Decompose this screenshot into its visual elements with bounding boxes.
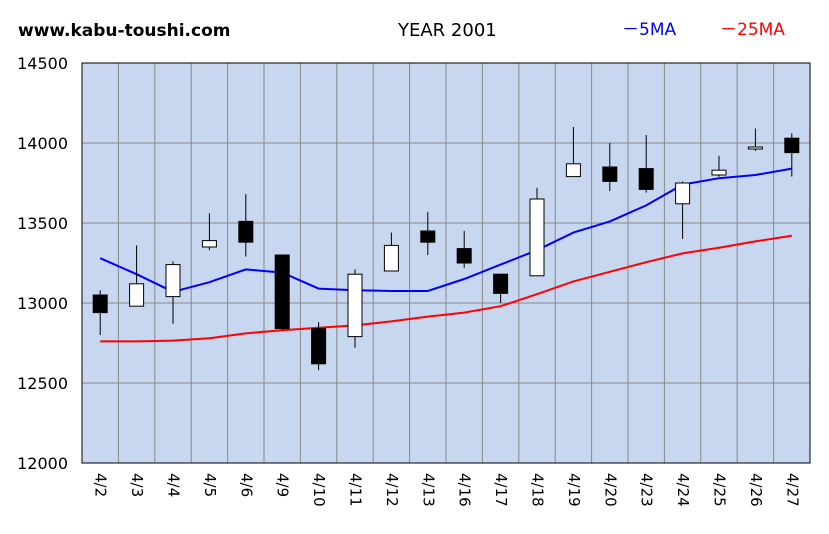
candle: [92, 290, 108, 335]
legend-25ma: －25MA: [720, 20, 785, 40]
candle-body-up: [201, 240, 217, 248]
candle-body-up: [529, 198, 545, 277]
x-tick-label: 4/18: [529, 473, 547, 507]
candle-body-down: [638, 168, 654, 190]
y-tick-label: 12500: [17, 374, 68, 393]
candle-body-up: [565, 163, 581, 178]
x-tick-label: 4/24: [674, 473, 692, 507]
candle-body-down: [420, 230, 436, 243]
x-tick-label: 4/23: [638, 473, 656, 507]
candle: [711, 155, 727, 177]
candle-body-down: [493, 273, 509, 294]
y-tick-label: 13500: [17, 214, 68, 233]
candle-body-down: [602, 166, 618, 182]
candle-body-up: [675, 182, 691, 205]
site-name: www.kabu-toushi.com: [18, 21, 230, 41]
x-tick-label: 4/3: [128, 473, 146, 497]
x-tick-label: 4/4: [165, 473, 183, 497]
candle-body-up: [711, 169, 727, 176]
ma-line-25ma: [100, 234, 792, 343]
candle: [638, 135, 654, 193]
candle: [129, 245, 145, 307]
candle-body-up: [383, 244, 399, 272]
candle: [274, 254, 290, 331]
candle-body-up: [747, 146, 763, 150]
candle: [165, 261, 181, 324]
candle: [747, 128, 763, 151]
x-tick-label: 4/12: [383, 473, 401, 507]
x-tick-label: 4/19: [565, 473, 583, 507]
x-tick-label: 4/9: [274, 473, 292, 497]
candle-body-up: [165, 264, 181, 298]
candle: [784, 133, 800, 177]
x-tick-label: 4/20: [601, 473, 619, 507]
candle: [201, 213, 217, 251]
x-tick-label: 4/26: [747, 473, 765, 507]
y-tick-label: 12000: [17, 454, 68, 473]
x-tick-label: 4/6: [237, 473, 255, 497]
chart-title: YEAR 2001: [397, 20, 497, 41]
grid-lines: [82, 63, 810, 463]
x-tick-label: 4/2: [92, 473, 110, 497]
x-tick-label: 4/13: [419, 473, 437, 507]
candle-body-up: [129, 283, 145, 307]
candle: [529, 187, 545, 277]
candle: [383, 232, 399, 272]
x-axis-ticks: 4/2 4/3 4/4 4/5 4/6 4/9 4/10 4/11 4/12 4/13 4/16 4/…: [92, 473, 802, 507]
y-tick-label: 13000: [17, 294, 68, 313]
candle: [456, 231, 472, 268]
candle-body-down: [456, 248, 472, 264]
candle-body-down: [238, 220, 254, 243]
candle: [347, 269, 363, 348]
x-tick-label: 4/25: [711, 473, 729, 507]
candle-body-down: [274, 254, 290, 330]
candles: [92, 127, 800, 371]
candle-body-down: [784, 137, 800, 154]
candle-body-down: [311, 328, 327, 365]
candle: [311, 322, 327, 371]
candle-body-up: [347, 273, 363, 338]
candle: [420, 211, 436, 255]
candle: [602, 143, 618, 191]
legend-5ma: －5MA: [622, 20, 676, 40]
x-tick-label: 4/16: [456, 473, 474, 507]
x-tick-label: 4/5: [201, 473, 219, 497]
x-tick-label: 4/10: [310, 473, 328, 507]
x-tick-label: 4/17: [492, 473, 510, 507]
candle-body-down: [92, 294, 108, 314]
y-axis-ticks: 12000 12500 13000 13500 14000 14500: [17, 54, 68, 473]
y-tick-label: 14500: [17, 54, 68, 73]
candle: [565, 127, 581, 178]
y-tick-label: 14000: [17, 134, 68, 153]
x-tick-label: 4/11: [347, 473, 365, 507]
candle: [493, 273, 509, 303]
x-tick-label: 4/27: [783, 473, 801, 507]
candle: [238, 194, 254, 257]
candle: [675, 181, 691, 239]
